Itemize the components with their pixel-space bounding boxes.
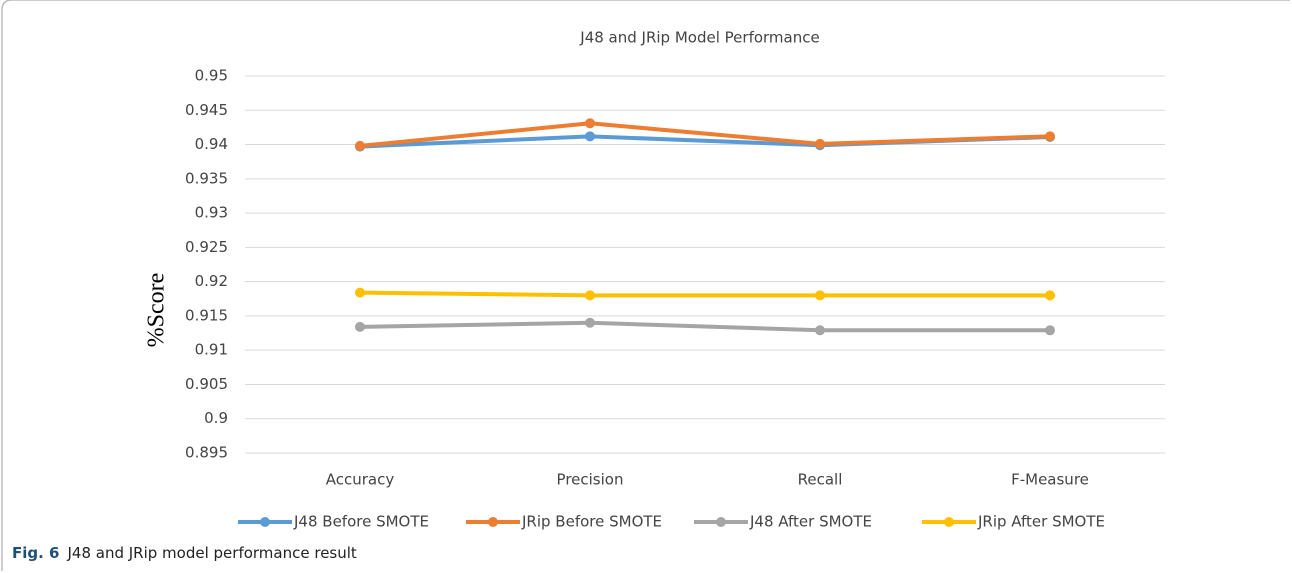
point [585, 317, 595, 328]
series-line [359, 121, 1051, 148]
legend-marker [488, 517, 498, 527]
caption-label: Fig. 6 [12, 544, 59, 562]
point [1045, 131, 1055, 142]
point [355, 321, 365, 332]
y-tick-label: 0.915 [185, 306, 228, 324]
y-tick-label: 0.925 [185, 238, 228, 256]
x-tick-label: Accuracy [326, 471, 395, 489]
y-tick-label: 0.9 [204, 409, 228, 427]
y-tick-label: 0.92 [195, 272, 228, 290]
caption: Fig. 6 J48 and JRip model performance res… [12, 544, 357, 562]
y-tick-label: 0.93 [195, 204, 228, 222]
legend-label: J48 After SMOTE [749, 513, 872, 531]
y-tick-label: 0.95 [195, 67, 228, 85]
point [815, 325, 825, 336]
series-line [359, 290, 1050, 298]
point [815, 138, 825, 149]
x-tick-label: F-Measure [1011, 471, 1089, 489]
legend-label: JRip Before SMOTE [521, 513, 662, 531]
y-tick-label: 0.905 [185, 375, 228, 393]
x-tick-label: Recall [798, 471, 843, 489]
series-line [359, 320, 1050, 333]
legend-marker [260, 517, 270, 527]
x-tick-label: Precision [557, 471, 624, 489]
chart-title: J48 and JRip Model Performance [579, 29, 819, 47]
point [1045, 290, 1055, 301]
point [585, 290, 595, 301]
legend-marker [944, 517, 954, 527]
legend-label: JRip After SMOTE [977, 513, 1105, 531]
y-tick-label: 0.94 [195, 135, 228, 153]
point [355, 140, 365, 151]
y-tick-label: 0.945 [185, 101, 228, 119]
point [1045, 325, 1055, 336]
point [815, 290, 825, 301]
point [585, 118, 595, 129]
y-tick-label: 0.895 [185, 444, 228, 462]
legend-marker [716, 517, 726, 527]
point [585, 131, 595, 142]
y-tick-label: 0.935 [185, 169, 228, 187]
caption-text: J48 and JRip model performance result [66, 544, 356, 562]
y-tick-label: 0.91 [195, 341, 228, 359]
y-axis-label: %Score [144, 273, 170, 348]
point [355, 287, 365, 298]
legend-label: J48 Before SMOTE [293, 513, 429, 531]
